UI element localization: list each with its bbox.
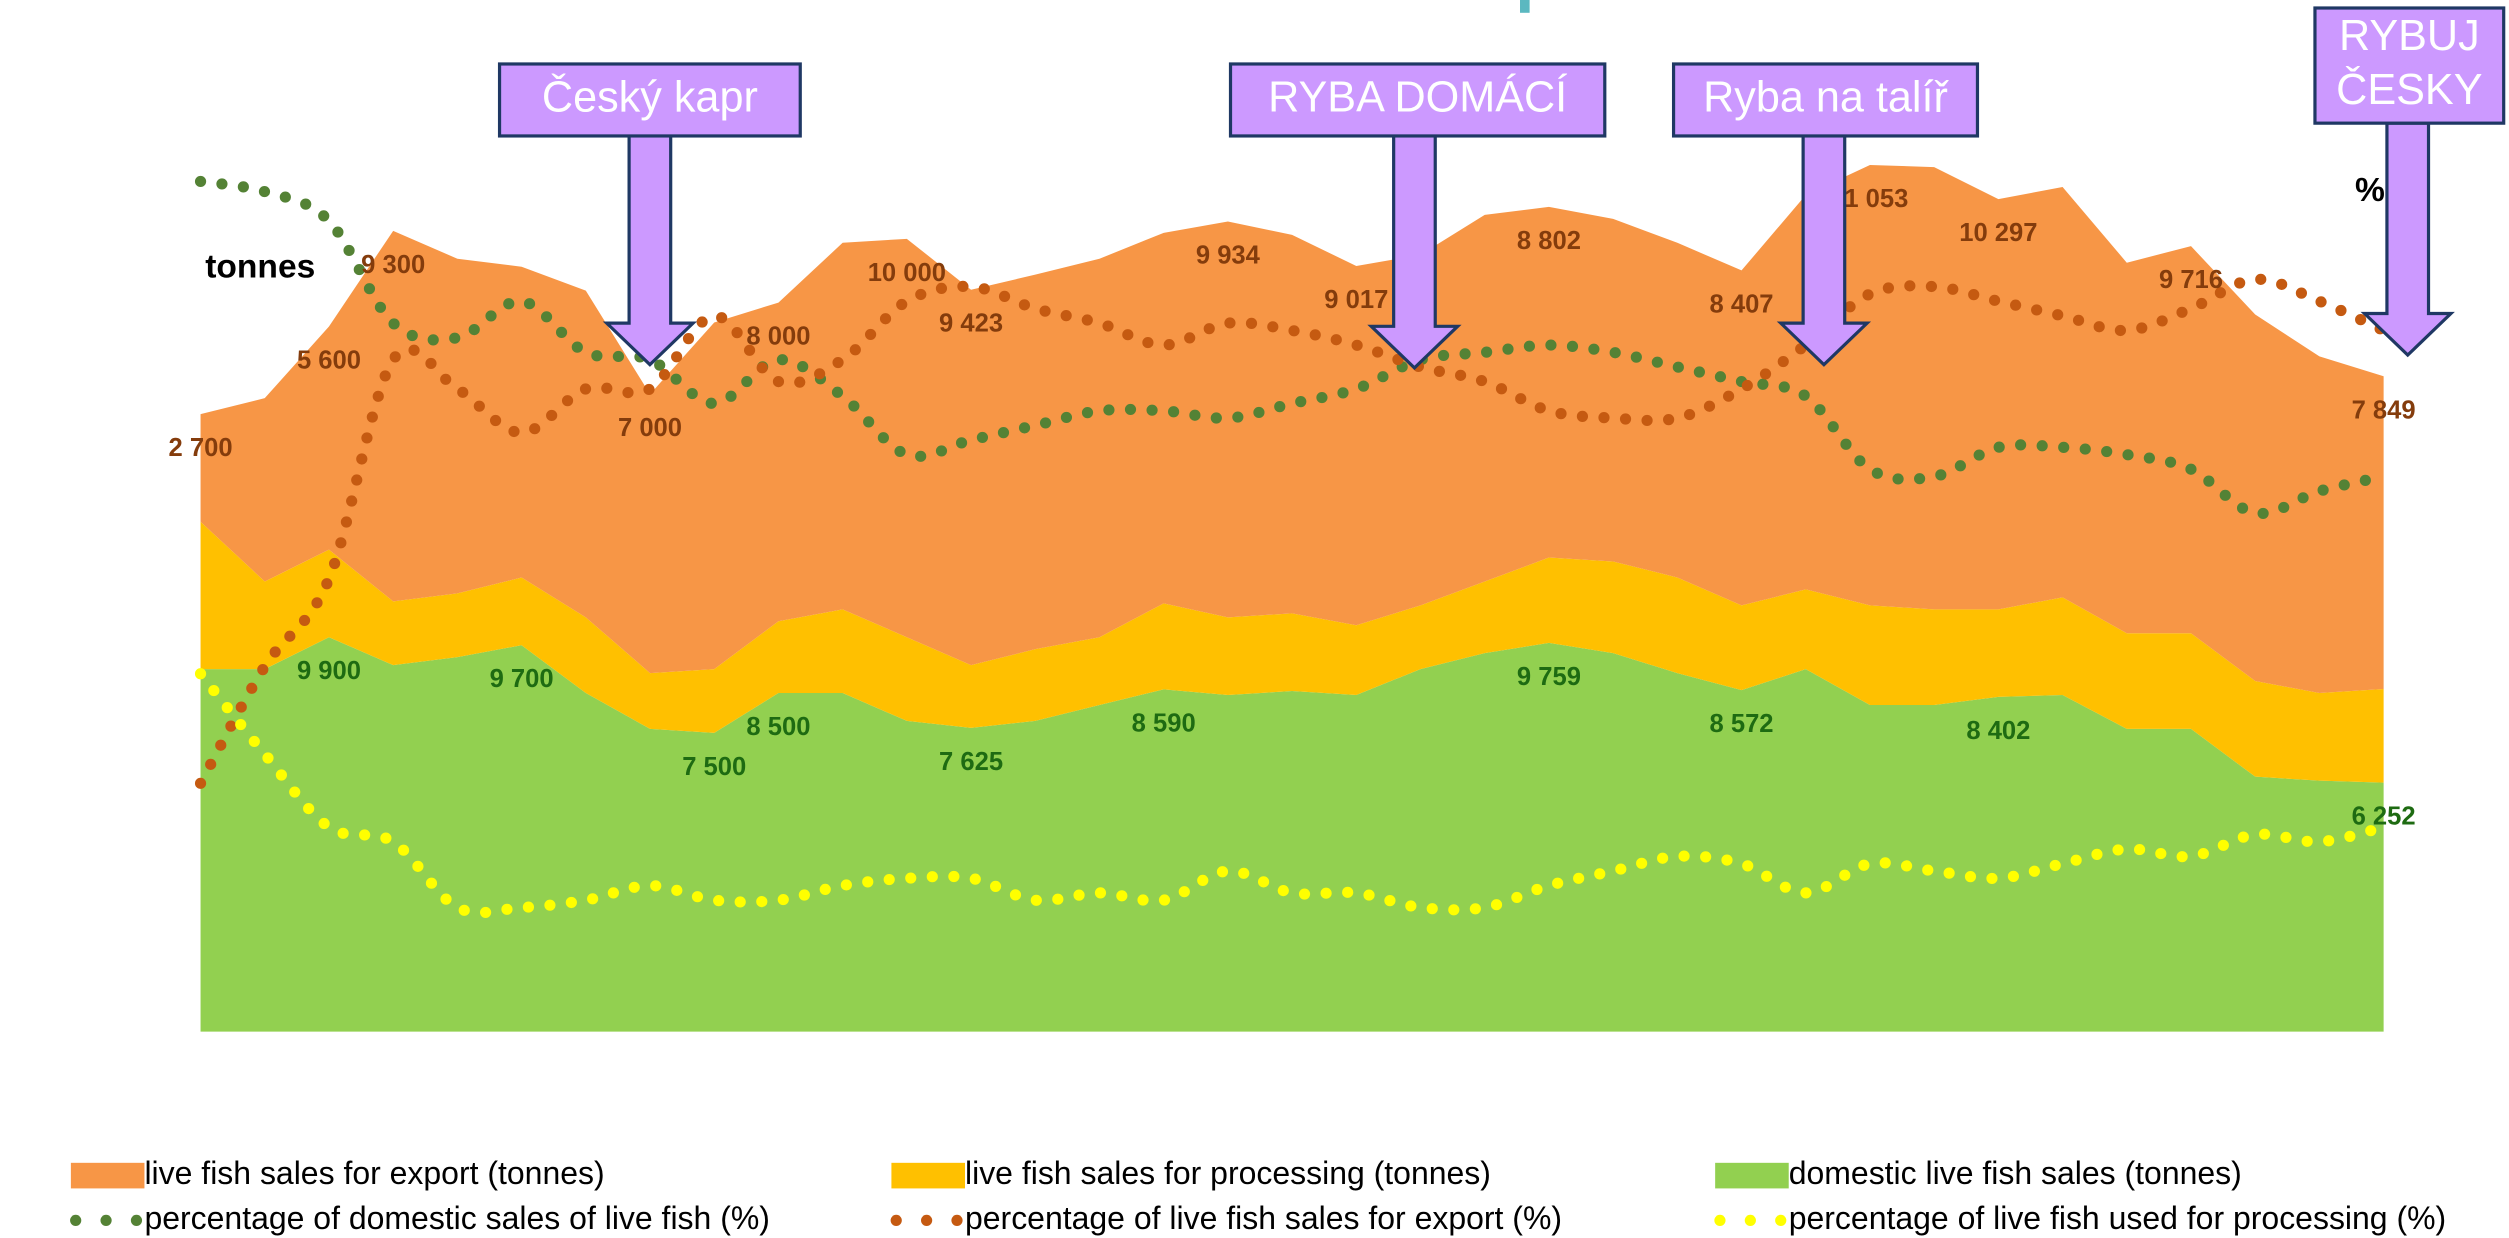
callout-text: RYBA DOMÁCÍ (1268, 73, 1567, 121)
data-label: 8 500 (746, 713, 810, 741)
legend-label: live fish sales for export (tonnes) (144, 1155, 604, 1191)
legend-swatch (70, 1214, 82, 1227)
data-label: 7 625 (939, 748, 1003, 776)
legend-label: percentage of live fish used for process… (1789, 1200, 2446, 1236)
data-label: 9 900 (297, 657, 361, 685)
callout-box (1228, 62, 1607, 138)
legend-swatch (921, 1214, 933, 1227)
callout-arrow (602, 134, 698, 367)
legend-label: percentage of domestic sales of live fis… (144, 1200, 769, 1236)
legend-label: domestic live fish sales (tonnes) (1789, 1155, 2242, 1191)
data-label: 5 600 (297, 346, 361, 374)
legend-swatch (1715, 1162, 1789, 1189)
line-series (194, 175, 2390, 520)
data-label: 8 402 (1966, 717, 2030, 745)
data-label: 8 802 (1517, 227, 1581, 255)
callout-arrow (1776, 134, 1872, 367)
area (200, 637, 2384, 1032)
legend-swatch (130, 1214, 143, 1227)
data-label: 9 700 (490, 665, 554, 693)
legend-swatch (951, 1214, 963, 1227)
callout-text: ČESKY (2336, 66, 2482, 114)
callout-arrow (2360, 121, 2455, 358)
data-label: 9 716 (2159, 266, 2223, 294)
legend-swatch (100, 1214, 112, 1227)
data-label: 7 000 (618, 414, 682, 442)
legend-swatch (1714, 1214, 1726, 1227)
data-label: 7 849 (2352, 396, 2416, 424)
lines (194, 175, 2390, 919)
annotations: Český kapr RYBA DOMÁCÍ Ryba na talíř RYBUJ Č… (497, 6, 2506, 371)
data-label: 8 407 (1710, 290, 1774, 318)
data-label: 2 700 (169, 434, 233, 462)
line-series (194, 668, 2390, 919)
area (200, 521, 2384, 783)
legend-swatch (891, 1162, 965, 1189)
data-label: 9 300 (361, 251, 425, 279)
line-series (194, 273, 2390, 789)
data-label: 8 572 (1710, 710, 1774, 738)
legend-swatch (70, 1162, 145, 1189)
data-label: 9 017 (1324, 286, 1388, 314)
y-axis-label: tonnes (205, 249, 315, 286)
data-label: 9 759 (1517, 663, 1581, 691)
legend-label: live fish sales for processing (tonnes) (965, 1155, 1491, 1191)
data-label: 8 000 (746, 323, 810, 351)
data-label: 10 297 (1959, 219, 2037, 247)
callout-box (497, 62, 802, 138)
y2-axis-label: % (2355, 172, 2385, 209)
legend-swatch (1744, 1214, 1756, 1227)
callout-arrow (1367, 134, 1462, 371)
callout-text: RYBUJ (2339, 12, 2480, 60)
callout-box (1671, 62, 1980, 138)
legend-swatch (1775, 1214, 1787, 1227)
legend-label: percentage of live fish sales for export… (965, 1200, 1562, 1236)
data-label: 9 934 (1196, 241, 1261, 269)
data-label: 9 423 (939, 310, 1003, 338)
callout-text: Ryba na talíř (1703, 73, 1949, 121)
callout-box (2313, 6, 2506, 125)
legend: live fish sales for export (tonnes) live … (70, 1155, 2446, 1236)
data-label: 10 000 (868, 259, 946, 287)
data-label: 8 590 (1132, 709, 1196, 737)
data-label: 6 252 (2352, 803, 2416, 831)
legend-swatch (890, 1214, 902, 1227)
callout-text: Český kapr (542, 73, 758, 121)
decoration (1520, 0, 1530, 13)
data-label: 7 500 (682, 753, 746, 781)
